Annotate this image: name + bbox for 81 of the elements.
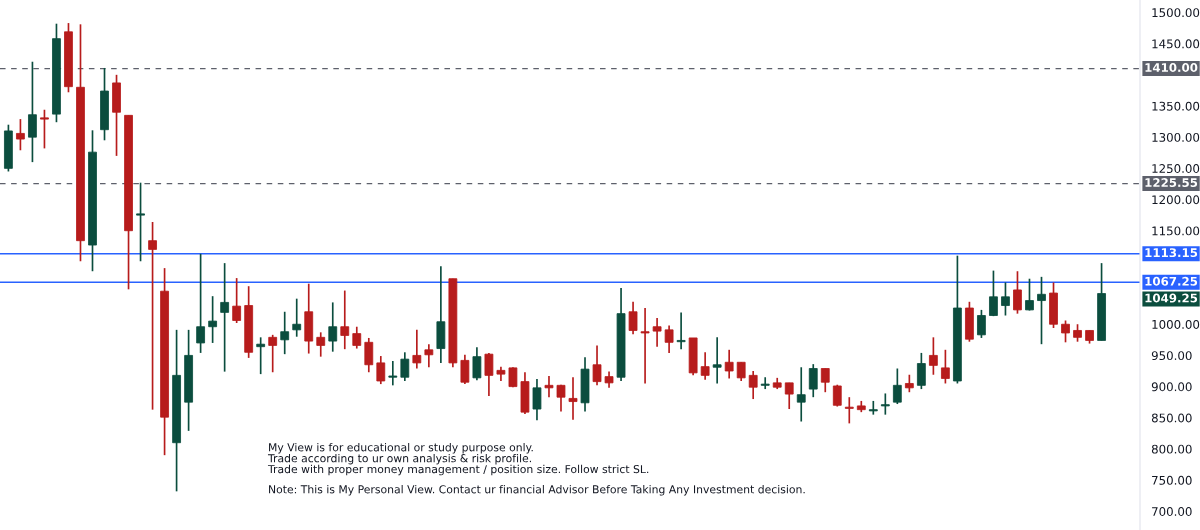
candlestick [472,346,482,382]
candlestick [208,295,218,344]
y-tick-label: 850.00 [1151,413,1192,423]
candlestick [40,108,49,150]
text: 1049.25 [1145,293,1198,303]
ref-line-label: 1225.55 [1145,178,1198,188]
candlestick [328,301,338,353]
candlestick [352,325,362,350]
candlestick [424,343,434,369]
candlestick [652,317,662,348]
candlestick [400,351,410,382]
y-tick-label: 1300.00 [1152,132,1200,142]
candlestick [820,367,830,394]
y-tick-label: 1450.00 [1152,39,1200,49]
candlestick [28,60,37,163]
candlestick [412,329,422,370]
candlestick [556,383,566,413]
y-tick-label: 1500.00 [1152,8,1200,18]
candlestick [929,336,938,376]
candlestick [364,337,374,374]
y-tick-label: 1000.00 [1152,319,1200,329]
y-tick-label: 1150.00 [1152,226,1200,236]
y-tick-label: 800.00 [1151,444,1192,454]
candlestick [592,344,602,387]
y-tick-label: 900.00 [1151,382,1192,392]
candlestick [460,353,470,385]
candlestick [232,277,242,324]
candlestick [676,311,686,351]
y-tick-label: 700.00 [1152,507,1192,516]
candlestick [724,348,734,380]
candlestick [628,300,638,336]
y-tick-label: 1200.00 [1152,195,1200,205]
candlestick [568,376,578,421]
y-tick-label: 1350.00 [1152,101,1200,111]
candlestick [640,307,650,385]
candlestick [136,181,145,263]
ref-line-label: 1410.00 [1145,63,1198,73]
candlestick [292,297,302,338]
y-tick-label: 750.00 [1152,475,1192,485]
candlestick [196,252,205,354]
candlestick [796,366,806,423]
candlestick [977,309,986,339]
candlestick [388,360,398,387]
candlestick [1001,281,1010,317]
candlestick [16,118,25,152]
annotation: My View is for educational or study purpose only. Trade according to ur own analysis & risk profile. Trade with proper money management / position size. Follow strict SL. [267,443,649,476]
candlestick [880,392,890,416]
candlestick [1013,270,1022,315]
y-tick-label: 1250.00 [1152,164,1200,174]
ref-line-label: 1113.15 [1145,248,1198,258]
candlestick [712,336,722,385]
candlestick [280,310,290,355]
candlestick [484,352,494,397]
candlestick [268,334,278,374]
candlestick [760,376,770,390]
candlestick [784,382,794,410]
candlestick [256,336,266,375]
candlestick [532,378,542,422]
candlestick [544,375,554,399]
candlestick [316,331,326,358]
candlestick [844,396,854,425]
candlestick [808,363,818,399]
candlestick [868,400,878,416]
candlestick [700,351,710,381]
ref-line-label: 1067.25 [1145,276,1198,286]
candlestick [892,367,902,405]
candlestick [340,289,350,351]
annotation: Note: This is My Personal View. Contact ur financial Advisor Before Taking Any Investment decision. [269,485,805,496]
candlestick [989,269,998,317]
candlestick [916,352,926,390]
candlestick [736,361,746,382]
candlestick [664,324,674,354]
candlestick [941,348,950,385]
candlestick [1061,319,1070,344]
candlestick [376,355,386,385]
y-tick-label: 950.00 [1151,351,1192,361]
candlestick [220,262,230,373]
candlestick [1025,277,1034,312]
candlestick [748,370,758,400]
candlestick [1037,276,1046,346]
candlestick [148,221,157,411]
